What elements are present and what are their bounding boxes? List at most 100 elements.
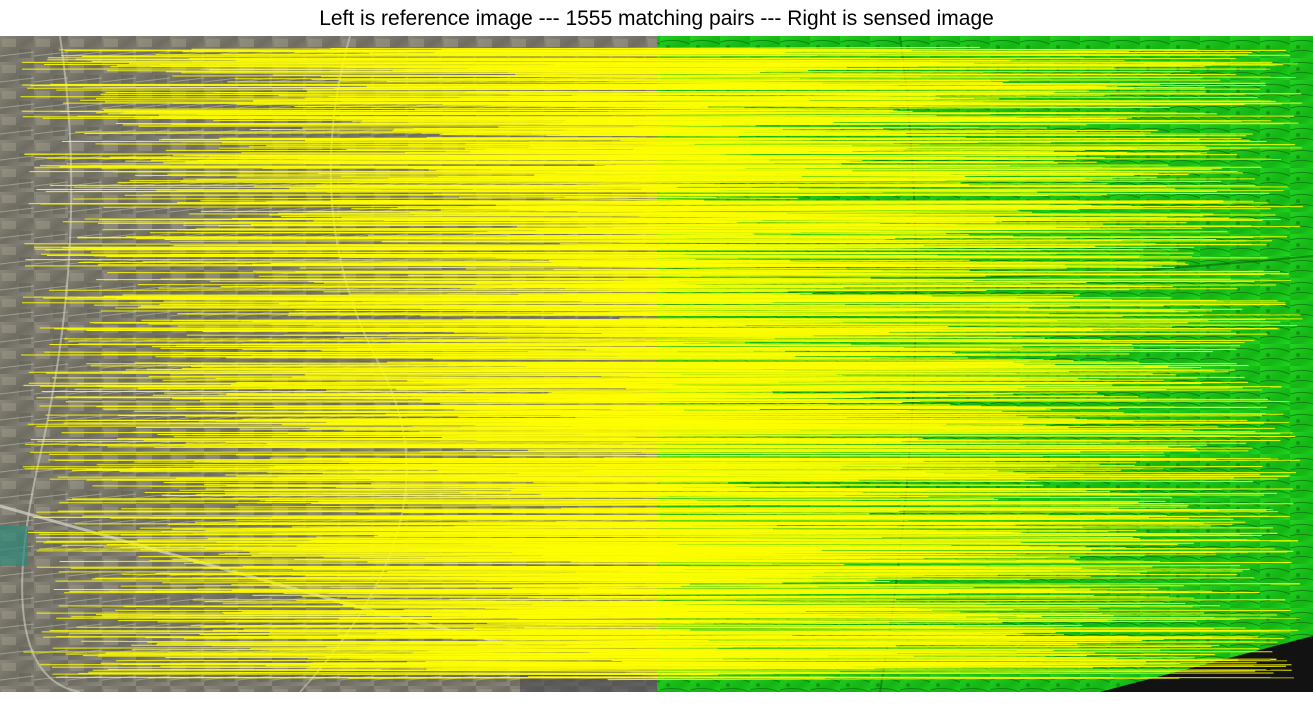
match-line <box>607 677 1180 681</box>
match-line <box>313 640 1143 643</box>
match-line <box>199 404 828 407</box>
match-line <box>51 666 875 670</box>
match-line <box>469 354 1057 357</box>
match-line <box>55 396 833 399</box>
match-line <box>117 413 896 416</box>
match-line <box>440 208 937 211</box>
match-line <box>336 549 783 552</box>
match-line <box>542 95 936 99</box>
match-line <box>465 388 1018 391</box>
match-line <box>176 229 893 233</box>
match-line <box>112 479 1254 482</box>
match-line <box>421 583 1301 586</box>
match-line <box>436 169 1212 172</box>
match-line <box>243 181 715 185</box>
match-line <box>601 375 1245 378</box>
match-line <box>548 122 834 126</box>
match-line <box>150 65 848 69</box>
match-line <box>449 597 920 600</box>
match-line <box>225 604 685 607</box>
match-line <box>598 320 708 323</box>
match-line <box>370 356 845 359</box>
match-lines <box>20 46 1303 681</box>
match-line <box>381 241 1156 244</box>
match-line <box>636 267 1067 270</box>
match-line <box>140 305 1029 309</box>
match-line <box>467 554 954 557</box>
match-line <box>39 547 851 550</box>
match-line <box>35 537 957 540</box>
match-line <box>303 635 681 637</box>
match-line <box>624 326 1173 329</box>
match-line <box>235 504 735 508</box>
match-line <box>311 78 1221 81</box>
match-line <box>251 577 878 580</box>
match-line <box>171 528 918 531</box>
match-line <box>512 551 1048 553</box>
match-line <box>625 363 763 366</box>
match-line <box>594 143 695 146</box>
match-line <box>632 147 1251 151</box>
match-line <box>515 487 1059 490</box>
match-line <box>472 189 1217 192</box>
match-line <box>409 322 781 325</box>
match-line <box>154 590 743 593</box>
match-line <box>458 194 897 198</box>
match-line <box>304 138 1099 141</box>
match-line <box>460 285 1013 289</box>
match-line <box>541 492 1278 495</box>
match-line <box>362 247 921 250</box>
match-line <box>94 304 1164 307</box>
match-line <box>194 460 996 463</box>
match-line <box>594 164 692 167</box>
match-line <box>440 134 739 137</box>
match-line <box>639 228 1039 232</box>
match-line <box>195 329 889 333</box>
match-line <box>59 109 816 112</box>
match-line <box>224 613 1114 616</box>
match-line <box>88 671 769 674</box>
match-line <box>33 245 924 248</box>
match-line <box>120 546 1059 549</box>
match-line <box>236 380 714 383</box>
match-line <box>130 466 1263 469</box>
match-visualization <box>0 36 1313 692</box>
match-line <box>553 198 705 201</box>
match-line <box>212 72 1171 75</box>
match-line <box>358 515 1130 518</box>
match-line <box>102 107 745 110</box>
match-line <box>193 562 845 565</box>
match-line <box>110 66 710 69</box>
match-line <box>204 484 750 487</box>
match-line <box>86 246 1020 250</box>
match-line <box>52 645 1212 649</box>
match-line <box>321 503 898 505</box>
match-line <box>124 194 1107 196</box>
match-line <box>568 596 860 599</box>
match-line <box>95 614 828 617</box>
match-line <box>249 550 822 553</box>
match-line <box>341 174 1135 177</box>
match-line <box>476 282 1087 285</box>
match-line <box>252 354 990 356</box>
match-line <box>489 271 1280 274</box>
match-line <box>128 437 924 440</box>
match-line <box>481 653 1168 655</box>
match-line <box>584 433 875 436</box>
match-line <box>265 500 743 502</box>
match-line <box>165 494 929 497</box>
match-line <box>563 82 1261 85</box>
match-line <box>476 427 1036 429</box>
match-line <box>593 348 1237 351</box>
match-line <box>609 100 1276 103</box>
match-line <box>317 172 951 176</box>
match-line <box>161 138 805 140</box>
match-line <box>627 152 1184 155</box>
match-line <box>399 309 918 313</box>
match-line <box>546 622 1003 626</box>
match-line <box>107 113 937 117</box>
match-line <box>346 149 853 152</box>
match-line <box>425 660 1000 664</box>
match-line <box>392 262 723 265</box>
match-line <box>309 662 1257 664</box>
